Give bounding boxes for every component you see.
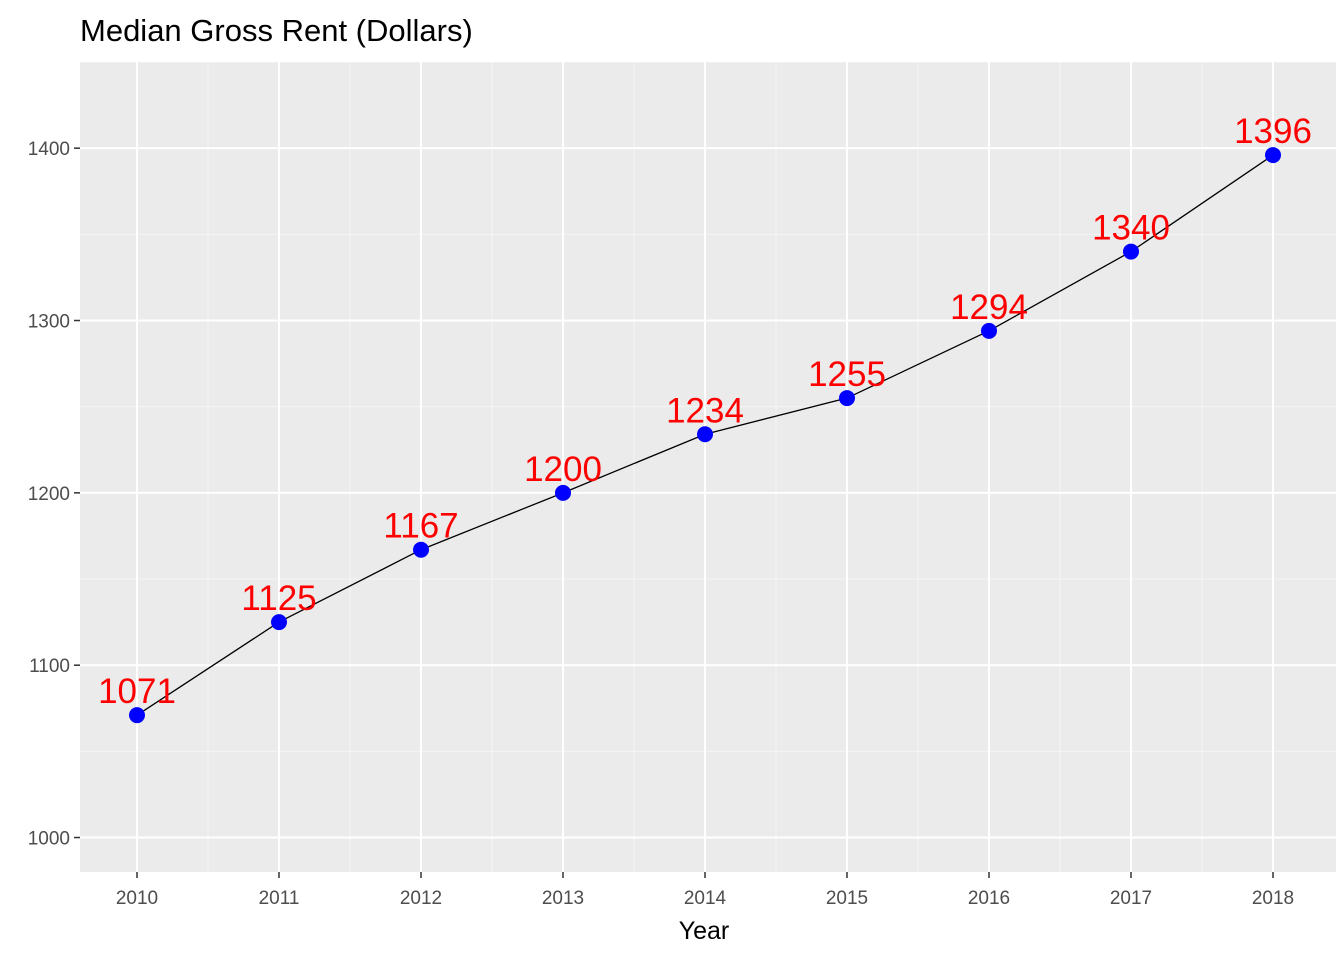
x-tick-label: 2014 — [684, 888, 727, 909]
minor-gridlines — [80, 61, 1336, 872]
data-point — [697, 426, 713, 443]
y-tick-label: 1300 — [28, 312, 70, 333]
data-label: 1255 — [808, 355, 886, 394]
data-point — [1123, 243, 1139, 260]
plot-panel — [80, 62, 1336, 872]
chart-title: Median Gross Rent (Dollars) — [80, 13, 473, 48]
data-label: 1340 — [1092, 209, 1170, 248]
y-tick-label: 1100 — [29, 656, 70, 677]
data-label: 1167 — [383, 507, 458, 546]
data-label: 1234 — [666, 391, 744, 430]
data-label: 1396 — [1234, 112, 1312, 151]
x-axis-title: Year — [679, 917, 730, 945]
x-tick-label: 2013 — [542, 888, 584, 909]
data-label: 1125 — [241, 579, 316, 618]
data-labels: 1071 1125 1167 1200 1234 1255 1294 1340 1396 — [98, 112, 1312, 711]
x-tick-label: 2017 — [1110, 888, 1152, 909]
data-point — [1265, 147, 1281, 164]
data-point — [271, 614, 287, 631]
y-tick-label: 1200 — [28, 484, 70, 505]
data-point — [981, 322, 997, 339]
data-point — [839, 390, 855, 407]
y-tick-label: 1000 — [28, 829, 70, 850]
x-tick-label: 2010 — [116, 888, 158, 909]
x-tick-label: 2012 — [400, 888, 442, 909]
data-label: 1200 — [524, 450, 602, 489]
data-label: 1071 — [98, 672, 176, 711]
x-axis: 2010 2011 2012 2013 2014 2015 2016 2017 2018 — [116, 872, 1294, 909]
x-tick-label: 2011 — [259, 888, 300, 909]
major-gridlines — [80, 62, 1336, 872]
x-tick-label: 2015 — [826, 888, 868, 909]
data-points — [129, 147, 1281, 724]
data-point — [129, 707, 145, 724]
data-label: 1294 — [950, 288, 1028, 327]
y-tick-label: 1400 — [28, 139, 70, 160]
data-point — [555, 484, 571, 501]
data-point — [413, 541, 429, 558]
x-tick-label: 2016 — [968, 888, 1010, 909]
y-axis: 1000 1100 1200 1300 1400 — [28, 139, 80, 850]
x-tick-label: 2018 — [1252, 888, 1294, 909]
